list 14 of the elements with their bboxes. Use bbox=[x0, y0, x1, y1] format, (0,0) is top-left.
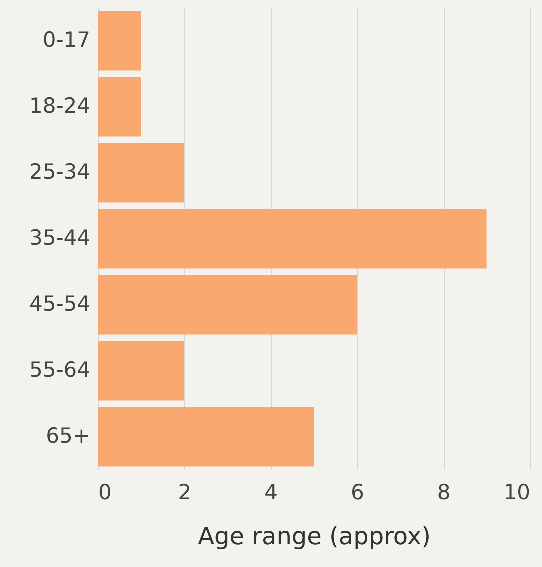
y-tick-label: 18-24 bbox=[29, 94, 90, 118]
x-tick-label: 2 bbox=[178, 480, 192, 504]
x-tick-label: 6 bbox=[351, 480, 364, 504]
y-tick-label: 65+ bbox=[46, 424, 90, 448]
y-tick-label: 45-54 bbox=[29, 292, 90, 316]
x-tick-label: 0 bbox=[98, 480, 112, 504]
x-tick-label: 4 bbox=[264, 480, 278, 504]
y-tick-label: 35-44 bbox=[29, 226, 90, 250]
y-tick-label: 55-64 bbox=[29, 358, 90, 382]
y-tick-label: 0-17 bbox=[42, 28, 90, 52]
x-tick-label: 10 bbox=[504, 480, 530, 504]
x-axis-title: Age range (approx) bbox=[198, 522, 431, 550]
y-tick-label: 25-34 bbox=[29, 160, 90, 184]
x-tick-label: 8 bbox=[437, 480, 451, 504]
